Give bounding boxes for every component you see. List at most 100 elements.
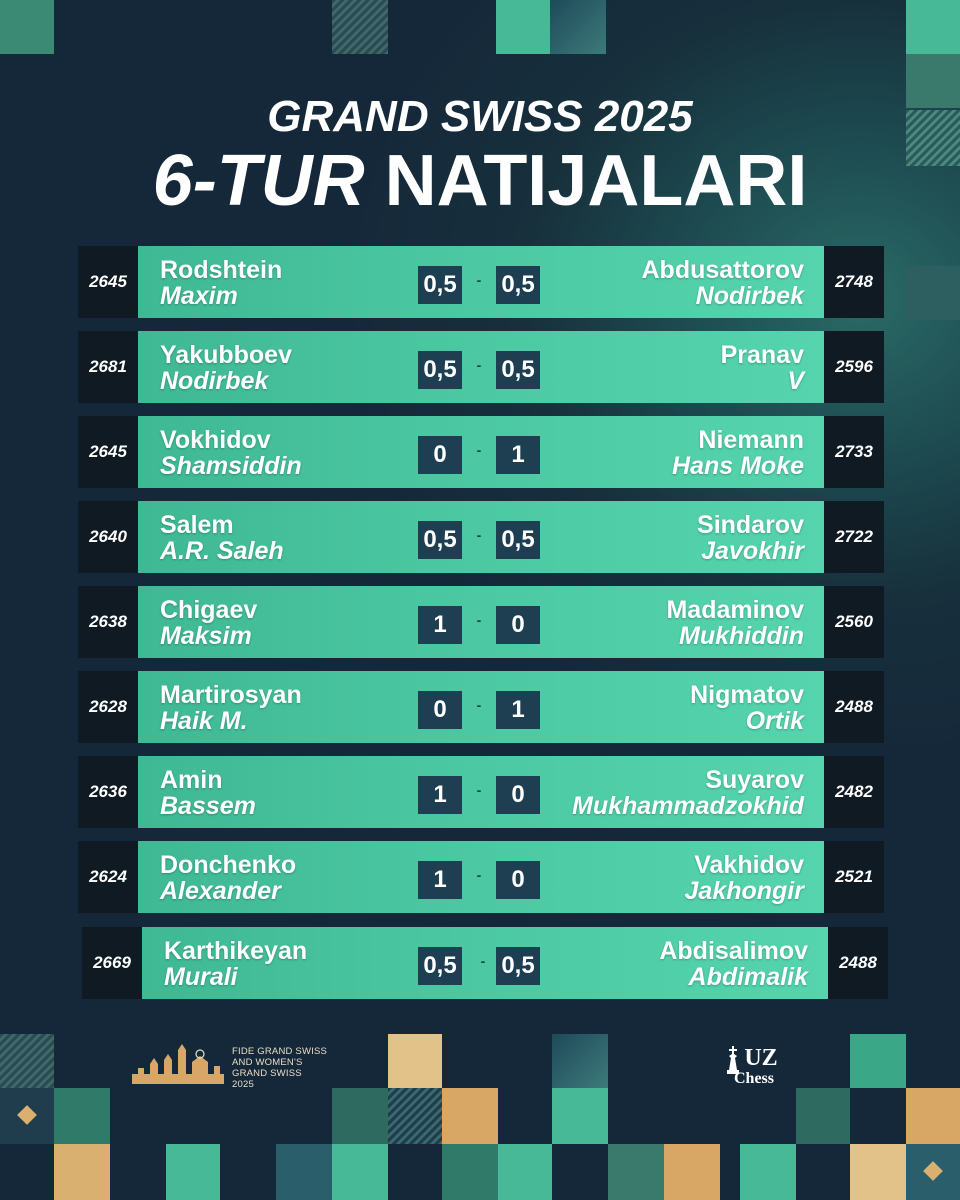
- brand-name-line2: Chess: [733, 1070, 774, 1087]
- event-logo-text: FIDE GRAND SWISS AND WOMEN'S GRAND SWISS…: [232, 1046, 327, 1090]
- white-given-name: Maxim: [160, 282, 238, 310]
- black-rating: 2488: [828, 927, 888, 999]
- brand-name-line1: UZ: [744, 1045, 778, 1071]
- white-score: 0,5: [418, 351, 462, 389]
- black-surname: Pranav: [720, 341, 804, 369]
- chess-king-icon: [727, 1046, 739, 1074]
- white-surname: Salem: [160, 511, 234, 539]
- white-given-name: Alexander: [160, 877, 281, 905]
- event-logo-line: GRAND SWISS: [232, 1068, 302, 1079]
- white-given-name: Murali: [164, 963, 238, 991]
- white-score: 0,5: [418, 521, 462, 559]
- white-player: Salem A.R. Saleh: [160, 512, 284, 564]
- page-title-line1: GRAND SWISS 2025: [267, 92, 693, 141]
- white-rating: 2624: [78, 841, 138, 913]
- black-surname: Sindarov: [697, 511, 804, 539]
- black-score: 0,5: [496, 947, 540, 985]
- black-surname: Abdusattorov: [641, 256, 805, 284]
- black-surname: Madaminov: [666, 596, 804, 624]
- score-separator: -: [476, 867, 482, 883]
- white-score: 1: [418, 861, 462, 899]
- black-given-name: V: [787, 367, 804, 395]
- result-bar: [138, 331, 824, 403]
- decor-tile: [498, 1144, 552, 1200]
- white-given-name: A.R. Saleh: [160, 537, 284, 565]
- score-separator: -: [476, 527, 482, 543]
- white-surname: Donchenko: [160, 851, 297, 879]
- game-row: 2636 Amin Bassem 1 - 0 Suyarov Mukhammadzo…: [78, 756, 884, 828]
- score-separator: -: [476, 357, 482, 373]
- decor-tile: [442, 1144, 498, 1200]
- uzchess-logo: UZ Chess: [724, 1046, 784, 1088]
- white-score: 1: [418, 606, 462, 644]
- game-row: 2638 Chigaev Maksim 1 - 0 Madaminov Mukhid…: [78, 586, 884, 658]
- black-rating: 2596: [824, 331, 884, 403]
- event-logo-line: 2025: [232, 1079, 254, 1090]
- result-bar: [138, 246, 824, 318]
- result-bar: [142, 927, 828, 999]
- black-given-name: Nodirbek: [695, 282, 804, 310]
- black-player: Niemann Hans Moke: [672, 427, 804, 479]
- black-rating: 2521: [824, 841, 884, 913]
- white-surname: Karthikeyan: [164, 937, 308, 965]
- decor-tile: [166, 1144, 220, 1200]
- black-score: 1: [496, 436, 540, 474]
- black-given-name: Ortik: [745, 707, 804, 735]
- white-surname: Yakubboev: [160, 341, 292, 369]
- white-rating: 2636: [78, 756, 138, 828]
- black-score: 1: [496, 691, 540, 729]
- decor-tile: [332, 1088, 388, 1144]
- black-rating: 2482: [824, 756, 884, 828]
- decor-tile: [276, 1144, 332, 1200]
- black-surname: Suyarov: [705, 766, 804, 794]
- white-player: Rodshtein Maxim: [160, 257, 282, 309]
- game-row: 2669 Karthikeyan Murali 0,5 - 0,5 Abdisal…: [82, 927, 888, 999]
- decor-tile: [906, 266, 960, 320]
- white-given-name: Maksim: [160, 622, 252, 650]
- black-given-name: Abdimalik: [688, 963, 808, 991]
- black-player: Abdusattorov Nodirbek: [642, 257, 805, 309]
- black-surname: Niemann: [698, 426, 804, 454]
- white-rating: 2681: [78, 331, 138, 403]
- page-title-line2: 6-TUR NATIJALARI: [0, 140, 960, 222]
- black-rating: 2488: [824, 671, 884, 743]
- result-bar: [138, 756, 824, 828]
- decor-tile: [850, 1034, 906, 1088]
- decor-tile: [550, 0, 606, 54]
- white-surname: Vokhidov: [160, 426, 271, 454]
- result-bar: [138, 671, 824, 743]
- white-rating: 2645: [78, 416, 138, 488]
- city-skyline-icon: [132, 1044, 224, 1084]
- white-surname: Chigaev: [160, 596, 258, 624]
- black-player: Abdisalimov Abdimalik: [659, 938, 808, 990]
- black-player: Madaminov Mukhiddin: [666, 597, 804, 649]
- black-score: 0,5: [496, 351, 540, 389]
- score-separator: -: [476, 612, 482, 628]
- black-given-name: Mukhammadzokhid: [572, 792, 804, 820]
- white-player: Chigaev Maksim: [160, 597, 257, 649]
- decor-tile: [906, 110, 960, 166]
- decor-tile: [442, 1088, 498, 1144]
- game-row: 2640 Salem A.R. Saleh 0,5 - 0,5 Sindarov J…: [78, 501, 884, 573]
- black-player: Nigmatov Ortik: [690, 682, 804, 734]
- score-separator: -: [476, 442, 482, 458]
- white-given-name: Shamsiddin: [160, 452, 302, 480]
- white-player: Karthikeyan Murali: [164, 938, 307, 990]
- black-given-name: Jakhongir: [684, 877, 804, 905]
- results-label: NATIJALARI: [384, 141, 808, 221]
- decor-tile: [0, 1034, 54, 1088]
- decor-tile: [332, 1144, 388, 1200]
- black-given-name: Hans Moke: [672, 452, 804, 480]
- black-surname: Vakhidov: [694, 851, 804, 879]
- white-rating: 2640: [78, 501, 138, 573]
- decor-tile: [906, 54, 960, 108]
- decor-tile: [0, 0, 54, 54]
- white-rating: 2638: [78, 586, 138, 658]
- white-score: 0,5: [418, 947, 462, 985]
- black-player: Suyarov Mukhammadzokhid: [572, 767, 804, 819]
- decor-tile: [664, 1144, 720, 1200]
- white-rating: 2628: [78, 671, 138, 743]
- result-bar: [138, 501, 824, 573]
- decor-tile: [54, 1088, 110, 1144]
- game-row: 2681 Yakubboev Nodirbek 0,5 - 0,5 Pranav V…: [78, 331, 884, 403]
